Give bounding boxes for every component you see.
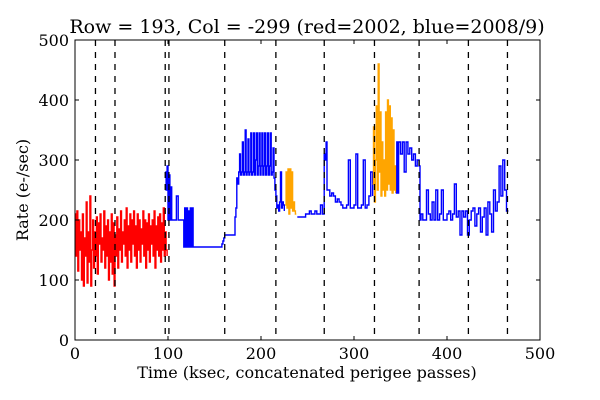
x-tick-label-1: 100 [153, 344, 184, 363]
x-tick-label-2: 200 [246, 344, 277, 363]
x-axis-label: Time (ksec, concatenated perigee passes) [137, 363, 477, 382]
y-tick-label-3: 300 [38, 151, 69, 170]
y-tick-label-1: 100 [38, 271, 69, 290]
axes-frame [74, 39, 541, 341]
series-line-1 [165, 129, 285, 248]
x-tick-label-3: 300 [339, 344, 370, 363]
series-line-3 [297, 141, 374, 218]
series-line-5 [395, 141, 509, 236]
x-tick-label-0: 0 [70, 344, 80, 363]
series-line-4 [372, 63, 397, 203]
series-line-2 [285, 168, 297, 215]
y-tick-label-2: 200 [38, 211, 69, 230]
y-axis-label: Rate (e-/sec) [13, 139, 32, 241]
y-tick-label-0: 0 [59, 331, 69, 350]
x-tick-label-4: 400 [432, 344, 463, 363]
chart-title: Row = 193, Col = -299 (red=2002, blue=20… [69, 16, 544, 38]
series-line-0 [75, 195, 168, 287]
y-tick-label-4: 400 [38, 91, 69, 110]
x-tick-label-5: 500 [525, 344, 556, 363]
axes: 0 100 200 300 400 500 0 100 200 300 400 500 [38, 31, 555, 363]
y-tick-label-5: 500 [38, 31, 69, 50]
plot-area [75, 40, 509, 340]
